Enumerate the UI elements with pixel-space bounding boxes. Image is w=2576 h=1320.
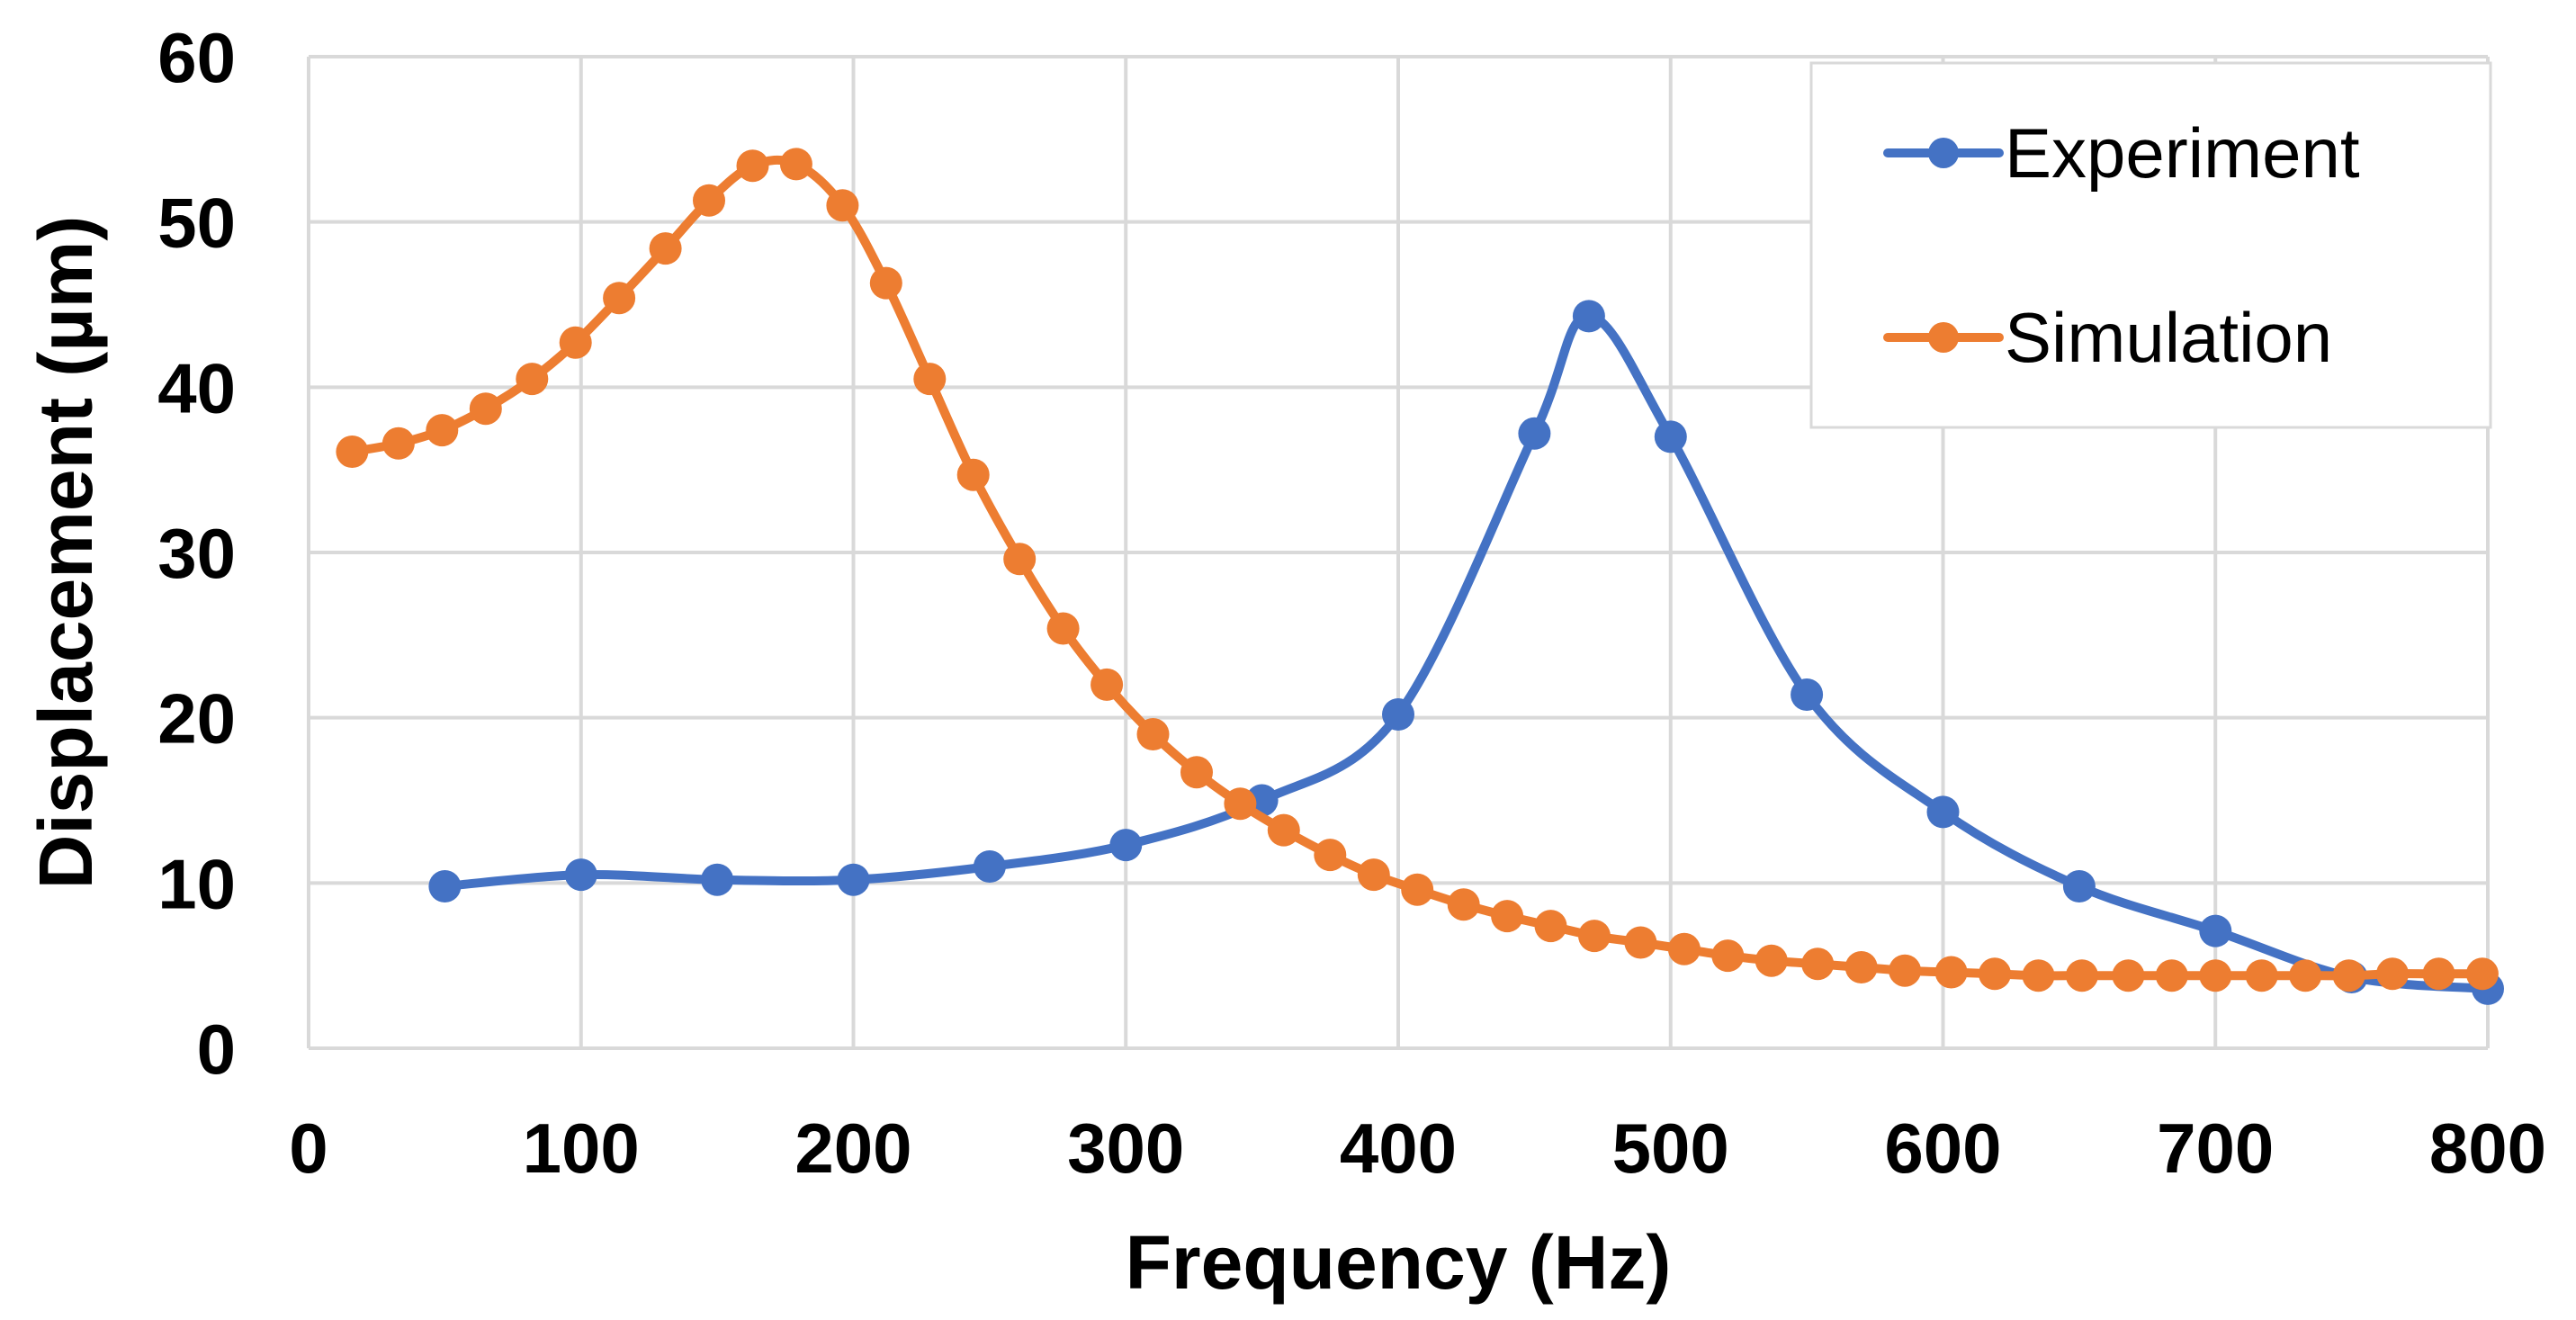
data-point-simulation-47 <box>2422 957 2455 991</box>
data-point-experiment-5 <box>1109 829 1143 862</box>
data-point-simulation-18 <box>1136 718 1170 750</box>
data-point-simulation-15 <box>1003 543 1037 576</box>
data-point-simulation-9 <box>736 149 769 183</box>
y-tick-label-0: 0 <box>197 1010 236 1089</box>
data-point-simulation-4 <box>516 363 549 396</box>
data-point-simulation-13 <box>913 363 947 396</box>
x-axis-title: Frequency (Hz) <box>1126 1220 1672 1305</box>
data-point-simulation-17 <box>1091 668 1124 701</box>
legend-entry-experiment: Experiment <box>1883 113 2360 193</box>
y-tick-label-40: 40 <box>157 348 236 427</box>
legend: Experiment Simulation <box>1809 61 2492 429</box>
data-point-experiment-11 <box>1791 678 1824 711</box>
data-point-experiment-9 <box>1572 300 1605 333</box>
legend-box <box>1809 61 2492 429</box>
data-point-simulation-31 <box>1711 939 1745 973</box>
data-point-simulation-19 <box>1180 756 1213 789</box>
data-point-simulation-3 <box>469 392 502 426</box>
data-point-simulation-28 <box>1578 920 1611 953</box>
data-point-experiment-7 <box>1382 698 1414 731</box>
data-point-experiment-13 <box>2062 870 2096 902</box>
x-tick-label-400: 400 <box>1340 1109 1457 1188</box>
x-tick-label-800: 800 <box>2429 1109 2546 1188</box>
data-point-simulation-40 <box>2112 959 2145 992</box>
x-tick-label-100: 100 <box>523 1109 640 1188</box>
data-point-simulation-39 <box>2065 959 2098 992</box>
data-point-simulation-34 <box>1844 951 1878 983</box>
x-tick-label-500: 500 <box>1612 1109 1729 1188</box>
data-point-simulation-21 <box>1267 813 1300 847</box>
data-point-simulation-5 <box>559 326 592 359</box>
data-point-experiment-3 <box>837 863 870 896</box>
data-point-simulation-46 <box>2376 957 2409 991</box>
data-point-simulation-36 <box>1934 956 1968 989</box>
data-point-experiment-12 <box>1926 795 1960 829</box>
data-point-simulation-26 <box>1491 900 1524 933</box>
data-point-simulation-33 <box>1801 947 1835 981</box>
data-point-simulation-10 <box>779 148 812 181</box>
y-tick-label-60: 60 <box>157 18 236 97</box>
data-point-simulation-16 <box>1046 612 1080 645</box>
data-point-simulation-22 <box>1314 839 1347 872</box>
x-tick-label-600: 600 <box>1884 1109 2001 1188</box>
legend-label-experiment: Experiment <box>2005 113 2360 193</box>
data-point-simulation-24 <box>1401 873 1434 906</box>
data-point-simulation-23 <box>1357 858 1390 892</box>
data-point-simulation-32 <box>1755 944 1788 977</box>
legend-marker-simulation <box>1928 322 1959 353</box>
data-point-simulation-38 <box>2022 959 2055 992</box>
y-axis-title: Displacement (µm) <box>23 216 108 890</box>
data-point-simulation-2 <box>426 414 459 447</box>
data-point-simulation-20 <box>1224 787 1257 821</box>
data-point-simulation-7 <box>649 232 682 265</box>
legend-entry-simulation: Simulation <box>1883 298 2332 377</box>
data-point-simulation-11 <box>826 189 859 222</box>
x-tick-label-300: 300 <box>1067 1109 1184 1188</box>
data-point-experiment-2 <box>701 863 734 896</box>
data-point-simulation-25 <box>1447 888 1480 921</box>
data-point-simulation-45 <box>2332 959 2365 992</box>
legend-label-simulation: Simulation <box>2005 298 2332 377</box>
series-simulation <box>336 148 2499 992</box>
data-point-simulation-37 <box>1979 957 2011 991</box>
x-tick-label-700: 700 <box>2157 1109 2274 1188</box>
data-point-simulation-44 <box>2289 959 2322 992</box>
data-point-experiment-10 <box>1654 420 1687 453</box>
data-point-simulation-48 <box>2465 957 2499 991</box>
data-point-simulation-35 <box>1889 954 1922 987</box>
data-point-experiment-14 <box>2199 914 2232 947</box>
data-point-simulation-8 <box>693 184 725 217</box>
data-point-experiment-1 <box>564 858 597 892</box>
grid <box>307 55 2490 1050</box>
data-point-experiment-4 <box>973 850 1006 883</box>
data-point-experiment-8 <box>1518 417 1551 450</box>
data-point-simulation-14 <box>956 458 990 491</box>
data-point-simulation-29 <box>1624 926 1657 959</box>
data-point-simulation-27 <box>1534 910 1567 943</box>
legend-marker-experiment <box>1928 138 1959 168</box>
series-layer <box>336 148 2504 1005</box>
data-point-simulation-12 <box>869 266 902 300</box>
data-point-simulation-42 <box>2199 959 2232 992</box>
data-point-simulation-43 <box>2245 959 2278 992</box>
x-tick-label-0: 0 <box>289 1109 328 1188</box>
data-point-simulation-0 <box>336 436 369 468</box>
y-tick-label-50: 50 <box>157 184 236 263</box>
tick-labels: 0 100 200 300 400 500 600 700 800 0 10 20 30 40 50 60 <box>157 18 2546 1188</box>
y-tick-label-30: 30 <box>157 514 236 593</box>
x-tick-label-200: 200 <box>794 1109 911 1188</box>
y-tick-label-10: 10 <box>157 844 236 923</box>
data-point-simulation-41 <box>2155 959 2188 992</box>
data-point-simulation-1 <box>381 427 415 460</box>
data-point-experiment-0 <box>428 870 462 902</box>
data-point-simulation-6 <box>603 282 636 315</box>
series-experiment <box>428 300 2504 1005</box>
data-point-simulation-30 <box>1667 932 1701 965</box>
y-tick-label-20: 20 <box>157 679 236 759</box>
